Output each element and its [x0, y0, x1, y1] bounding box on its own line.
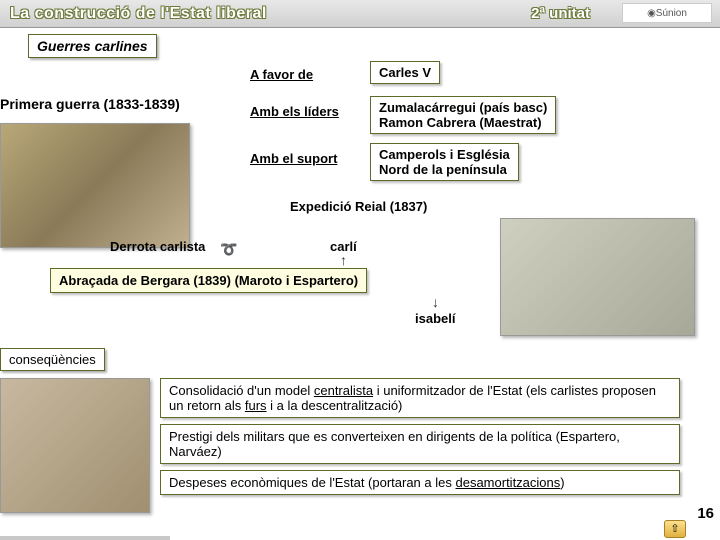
- arrow-up-icon: ↑: [340, 252, 347, 268]
- cons3-text-a: Despeses econòmiques de l'Estat (portara…: [169, 475, 455, 490]
- wars-title-box: Guerres carlines: [28, 34, 157, 58]
- bottom-strip: [0, 536, 170, 540]
- page-title: La construcció de l'Estat liberal: [10, 5, 267, 23]
- cons1-text-b: centralista: [314, 383, 373, 398]
- cons3-text-b: desamortitzacions: [455, 475, 560, 490]
- consequence-3: Despeses econòmiques de l'Estat (portara…: [160, 470, 680, 495]
- consequence-2: Prestigi dels militars que es converteix…: [160, 424, 680, 464]
- expedition-text: Expedició Reial (1837): [290, 199, 427, 214]
- unit-label: 2ª unitat: [531, 5, 590, 22]
- image-right: [500, 218, 695, 336]
- defeat-text: Derrota carlista: [110, 239, 205, 254]
- first-war-label: Primera guerra (1833-1839): [0, 96, 180, 112]
- arrow-icon: ➰: [220, 241, 237, 258]
- logo: ◉ Súnion: [622, 3, 712, 23]
- cons1-text-a: Consolidació d'un model: [169, 383, 314, 398]
- favor-value: Carles V: [370, 61, 440, 84]
- consequence-1: Consolidació d'un model centralista i un…: [160, 378, 680, 418]
- embrace-box: Abraçada de Bergara (1839) (Maroto i Esp…: [50, 268, 367, 293]
- support-value: Camperols i Església Nord de la penínsul…: [370, 143, 519, 181]
- consequences-label: conseqüències: [0, 348, 105, 371]
- leaders-value: Zumalacárregui (país basc) Ramon Cabrera…: [370, 96, 556, 134]
- cons1-text-e: i a la descentralització): [267, 398, 403, 413]
- favor-label: A favor de: [250, 67, 313, 82]
- page-number: 16: [697, 505, 714, 522]
- isabeli-text: isabelí: [415, 311, 455, 326]
- logo-text: Súnion: [656, 8, 687, 19]
- top-bar: La construcció de l'Estat liberal 2ª uni…: [0, 0, 720, 28]
- cons3-text-c: ): [560, 475, 564, 490]
- cons1-text-d: furs: [245, 398, 267, 413]
- support-label: Amb el suport: [250, 151, 337, 166]
- leaders-label: Amb els líders: [250, 104, 339, 119]
- image-bottom-left: [0, 378, 150, 513]
- nav-button[interactable]: ⇧: [664, 520, 686, 538]
- arrow-down-icon: ↓: [432, 294, 439, 310]
- image-left: [0, 123, 190, 248]
- content-area: Guerres carlines A favor de Carles V Pri…: [0, 28, 720, 44]
